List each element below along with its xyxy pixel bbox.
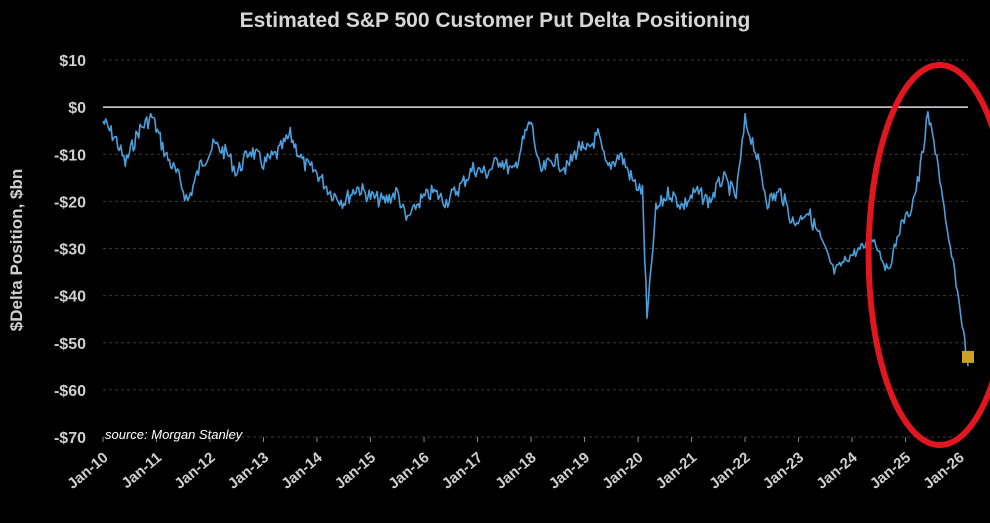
y-axis-label: $Delta Position, $bn: [7, 169, 26, 331]
x-axis-ticks: Jan-10 Jan-11 Jan-12 Jan-13 Jan-14 Jan-15 Jan-…: [64, 437, 968, 493]
series-line-path: [102, 111, 969, 367]
y-tick-label: -$70: [54, 430, 86, 447]
x-tick-label: Jan-12: [171, 449, 218, 493]
x-tick-label: Jan-11: [118, 449, 165, 492]
y-tick-label: -$40: [54, 289, 86, 306]
y-tick-label: -$10: [54, 147, 86, 164]
highlight-ellipse: [865, 62, 990, 448]
y-tick-label: $10: [59, 53, 86, 70]
x-tick-label: Jan-13: [225, 449, 272, 493]
x-tick-label: Jan-25: [867, 449, 914, 493]
x-tick-label: Jan-23: [760, 449, 807, 493]
grid-lines: [103, 59, 968, 438]
x-tick-label: Jan-16: [385, 449, 432, 493]
x-tick-label: Jan-24: [813, 449, 861, 493]
x-tick-label: Jan-10: [64, 449, 111, 493]
x-tick-label: Jan-20: [599, 449, 646, 493]
series-line: [102, 111, 969, 367]
chart-title: Estimated S&P 500 Customer Put Delta Pos…: [240, 9, 751, 32]
y-tick-label: -$60: [54, 383, 86, 400]
x-tick-label: Jan-15: [332, 449, 379, 493]
y-tick-label: -$30: [54, 242, 86, 259]
x-tick-label: Jan-21: [653, 449, 700, 493]
y-axis-ticks: $10 $0 -$10 -$20 -$30 -$40 -$50 -$60 -$70: [54, 53, 86, 447]
highlight-ellipse-shape: [865, 62, 990, 448]
x-tick-label: Jan-19: [546, 449, 593, 493]
y-tick-label: $0: [68, 100, 86, 117]
source-note: source: Morgan Stanley: [105, 427, 244, 442]
last-value-point: [962, 350, 974, 363]
x-tick-label: Jan-14: [278, 449, 326, 493]
x-tick-label: Jan-26: [920, 449, 967, 493]
y-tick-label: -$50: [54, 336, 86, 353]
last-value-marker: [962, 350, 974, 363]
x-tick-label: Jan-17: [439, 449, 486, 493]
x-tick-label: Jan-22: [706, 449, 753, 493]
y-tick-label: -$20: [54, 194, 86, 211]
x-tick-label: Jan-18: [492, 449, 539, 493]
